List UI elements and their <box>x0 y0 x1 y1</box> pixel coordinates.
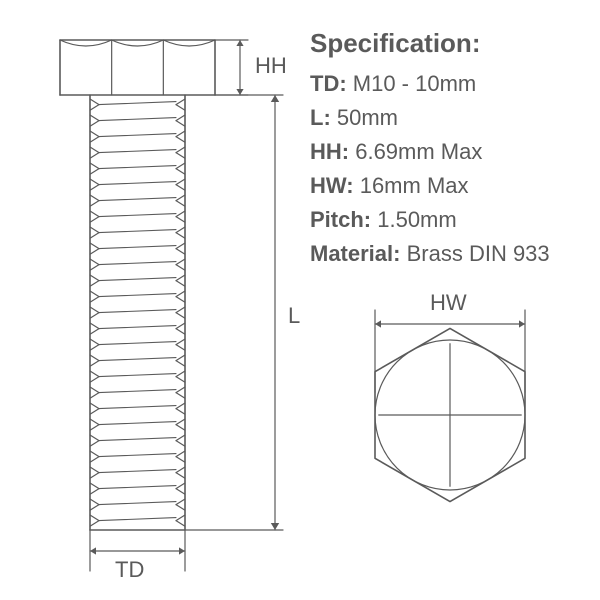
page: Specification: TD: M10 - 10mm L: 50mm HH… <box>0 0 600 600</box>
technical-drawing <box>0 0 600 600</box>
